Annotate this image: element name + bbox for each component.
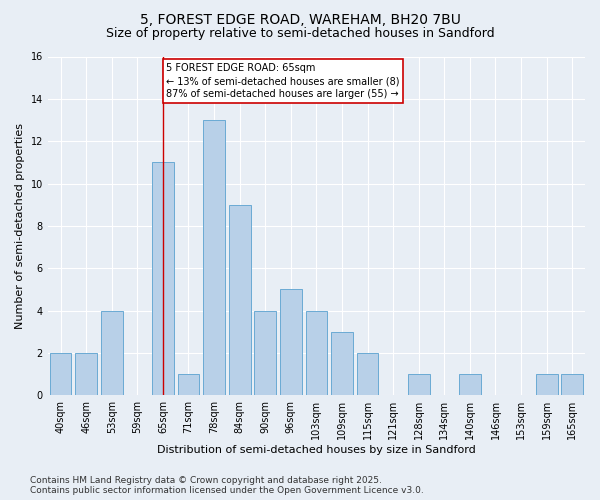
Bar	[356, 353, 379, 396]
Bar	[50, 353, 71, 396]
Bar	[331, 332, 353, 396]
Text: Contains HM Land Registry data © Crown copyright and database right 2025.
Contai: Contains HM Land Registry data © Crown c…	[30, 476, 424, 495]
Bar	[152, 162, 174, 396]
Bar	[536, 374, 557, 396]
Bar	[280, 290, 302, 396]
Text: 5 FOREST EDGE ROAD: 65sqm
← 13% of semi-detached houses are smaller (8)
87% of s: 5 FOREST EDGE ROAD: 65sqm ← 13% of semi-…	[166, 63, 400, 100]
Bar	[229, 204, 251, 396]
X-axis label: Distribution of semi-detached houses by size in Sandford: Distribution of semi-detached houses by …	[157, 445, 476, 455]
Bar	[101, 310, 122, 396]
Bar	[203, 120, 225, 396]
Bar	[408, 374, 430, 396]
Bar	[178, 374, 199, 396]
Text: Size of property relative to semi-detached houses in Sandford: Size of property relative to semi-detach…	[106, 28, 494, 40]
Bar	[305, 310, 327, 396]
Bar	[459, 374, 481, 396]
Y-axis label: Number of semi-detached properties: Number of semi-detached properties	[15, 123, 25, 329]
Bar	[254, 310, 276, 396]
Bar	[75, 353, 97, 396]
Text: 5, FOREST EDGE ROAD, WAREHAM, BH20 7BU: 5, FOREST EDGE ROAD, WAREHAM, BH20 7BU	[140, 12, 460, 26]
Bar	[562, 374, 583, 396]
